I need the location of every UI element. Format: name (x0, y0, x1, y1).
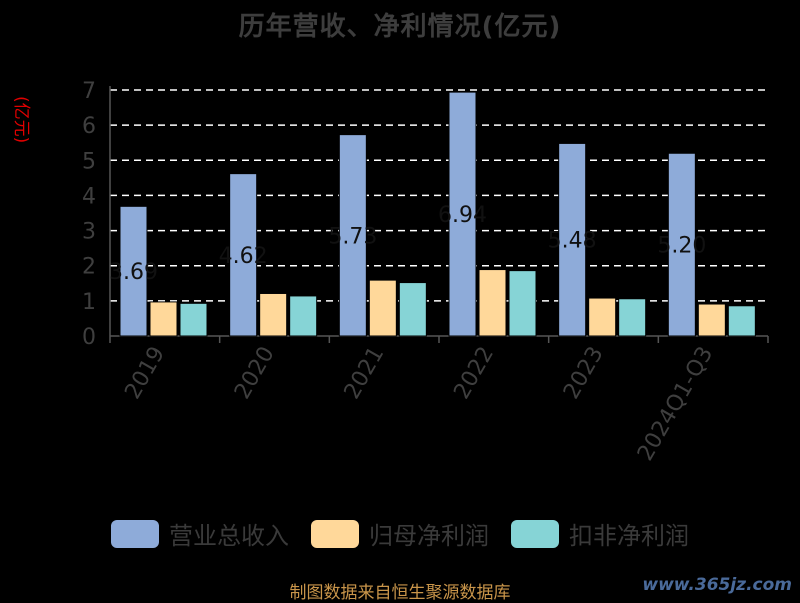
legend: 营业总收入 归母净利润 扣非净利润 (0, 516, 800, 551)
bar (667, 152, 696, 337)
y-tick-label: 0 (82, 325, 96, 350)
y-tick-label: 1 (82, 290, 96, 315)
legend-swatch (311, 519, 359, 548)
source-note: 制图数据来自恒生聚源数据库 (289, 583, 511, 603)
legend-swatch (111, 519, 159, 548)
watermark: www.365jz.com (642, 575, 792, 595)
legend-label: 扣非净利润 (569, 522, 689, 550)
bar (478, 269, 507, 337)
x-tick-label: 2019 (120, 343, 170, 404)
data-label: 6.94 (438, 203, 487, 228)
legend-label: 归母净利润 (369, 522, 489, 550)
bar (119, 205, 148, 337)
bar (229, 173, 258, 337)
bar (398, 282, 427, 337)
bar (508, 270, 537, 337)
data-label: 4.62 (219, 244, 268, 269)
y-tick-label: 7 (82, 79, 96, 104)
legend-swatch (511, 519, 559, 548)
data-label: 5.73 (328, 224, 377, 249)
legend-item[interactable]: 归母净利润 (311, 516, 489, 551)
bar (368, 279, 397, 337)
data-label: 3.69 (109, 260, 158, 285)
bar (179, 302, 208, 337)
y-tick-label: 2 (82, 255, 96, 280)
x-tick-label: 2023 (559, 343, 609, 404)
legend-label: 营业总收入 (169, 522, 289, 550)
y-tick-label: 5 (82, 149, 96, 174)
data-label: 5.48 (548, 229, 597, 254)
bar (149, 301, 178, 337)
legend-item[interactable]: 扣非净利润 (511, 516, 689, 551)
bar (558, 142, 587, 337)
bar (448, 91, 477, 337)
chart-title: 历年营收、净利情况(亿元) (238, 12, 562, 42)
bar (727, 305, 756, 337)
y-tick-label: 4 (82, 184, 96, 209)
bar (618, 298, 647, 337)
bar (259, 292, 288, 337)
y-tick-label: 6 (82, 114, 96, 139)
x-tick-label: 2021 (340, 343, 390, 404)
bar (338, 134, 367, 337)
data-label: 5.20 (657, 234, 706, 259)
bar (289, 295, 318, 337)
x-tick-label: 2024Q1-Q3 (633, 343, 718, 466)
legend-item[interactable]: 营业总收入 (111, 516, 289, 551)
y-tick-label: 3 (82, 220, 96, 245)
x-tick-label: 2020 (230, 343, 280, 404)
bar (697, 303, 726, 337)
x-tick-label: 2022 (449, 343, 499, 404)
bar (588, 297, 617, 337)
